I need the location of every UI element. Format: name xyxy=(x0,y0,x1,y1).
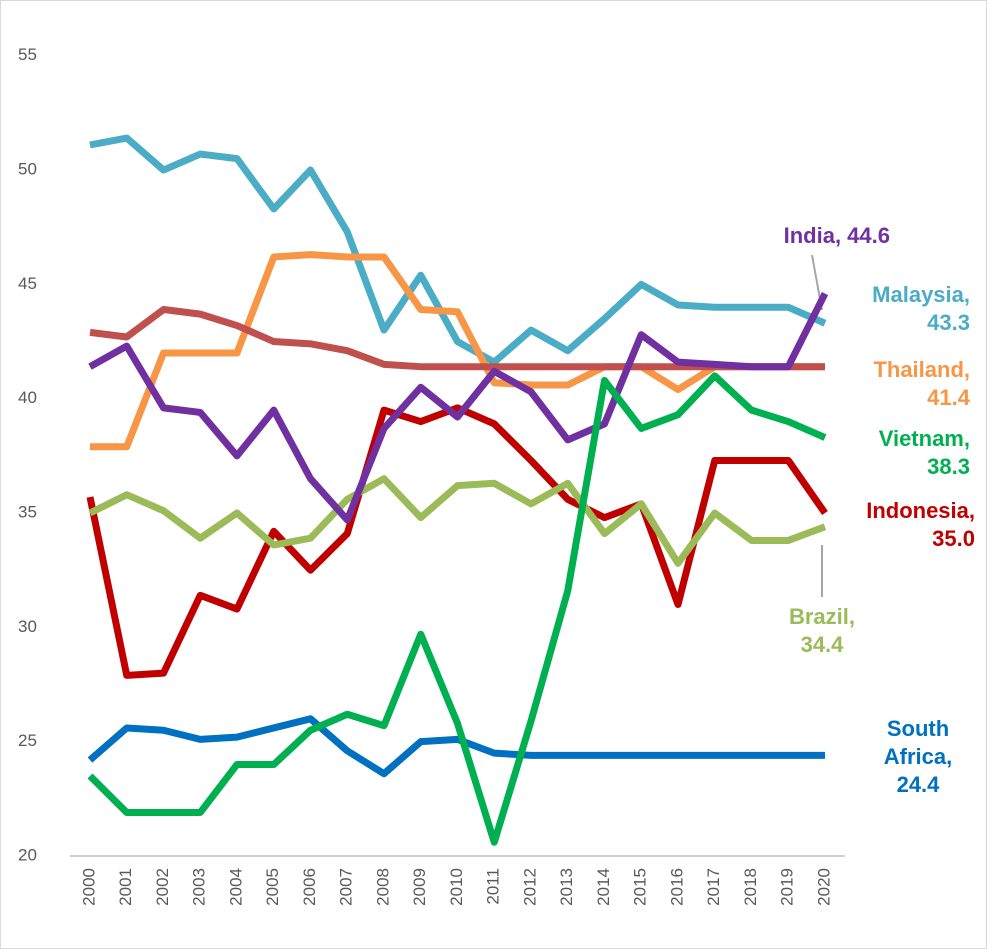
series-label: 38.3 xyxy=(927,454,970,479)
x-tick-label: 2008 xyxy=(373,868,392,906)
x-tick-label: 2013 xyxy=(557,868,576,906)
series-label: Indonesia, xyxy=(866,498,975,523)
x-tick-label: 2005 xyxy=(263,868,282,906)
y-tick-label: 20 xyxy=(18,845,37,864)
series-label: 24.4 xyxy=(897,772,941,797)
x-tick-label: 2007 xyxy=(337,868,356,906)
series-line xyxy=(89,134,827,366)
x-tick-label: 2016 xyxy=(667,868,686,906)
series-label: Brazil, xyxy=(789,604,855,629)
series-line xyxy=(90,251,825,451)
x-tick-label: 2009 xyxy=(410,868,429,906)
series-line xyxy=(86,404,828,679)
series-label: 41.4 xyxy=(927,385,971,410)
x-tick-label: 2010 xyxy=(447,868,466,906)
x-tick-label: 2018 xyxy=(741,868,760,906)
series-label: Vietnam, xyxy=(879,426,970,451)
x-tick-label: 2000 xyxy=(79,868,98,906)
y-tick-label: 45 xyxy=(18,274,37,293)
y-tick-label: 55 xyxy=(18,45,37,64)
series-line xyxy=(87,372,827,846)
series-label: 35.0 xyxy=(932,526,975,551)
x-tick-label: 2014 xyxy=(594,868,613,906)
series-line xyxy=(88,291,829,524)
series-line xyxy=(88,475,827,567)
x-tick-label: 2012 xyxy=(520,868,539,906)
x-tick-label: 2017 xyxy=(704,868,723,906)
series-label: Thailand, xyxy=(873,357,970,382)
series-label: Africa, xyxy=(884,744,952,769)
y-tick-label: 40 xyxy=(18,388,37,407)
series-label: 43.3 xyxy=(927,310,970,335)
x-tick-label: 2015 xyxy=(631,868,650,906)
x-tick-label: 2019 xyxy=(778,868,797,906)
x-tick-label: 2020 xyxy=(814,868,833,906)
series-line xyxy=(87,715,825,778)
y-tick-label: 25 xyxy=(18,731,37,750)
y-tick-label: 50 xyxy=(18,160,37,179)
x-tick-label: 2011 xyxy=(484,868,503,905)
x-tick-label: 2002 xyxy=(153,868,172,906)
x-tick-label: 2004 xyxy=(226,868,245,906)
y-tick-label: 35 xyxy=(18,503,37,522)
series-label: 34.4 xyxy=(801,632,845,657)
x-tick-label: 2001 xyxy=(116,868,135,906)
series-label: Malaysia, xyxy=(872,282,970,307)
x-tick-label: 2003 xyxy=(190,868,209,906)
y-tick-label: 30 xyxy=(18,617,37,636)
series-label: India, 44.6 xyxy=(784,223,890,248)
x-tick-label: 2006 xyxy=(300,868,319,906)
series-label: South xyxy=(887,716,949,741)
